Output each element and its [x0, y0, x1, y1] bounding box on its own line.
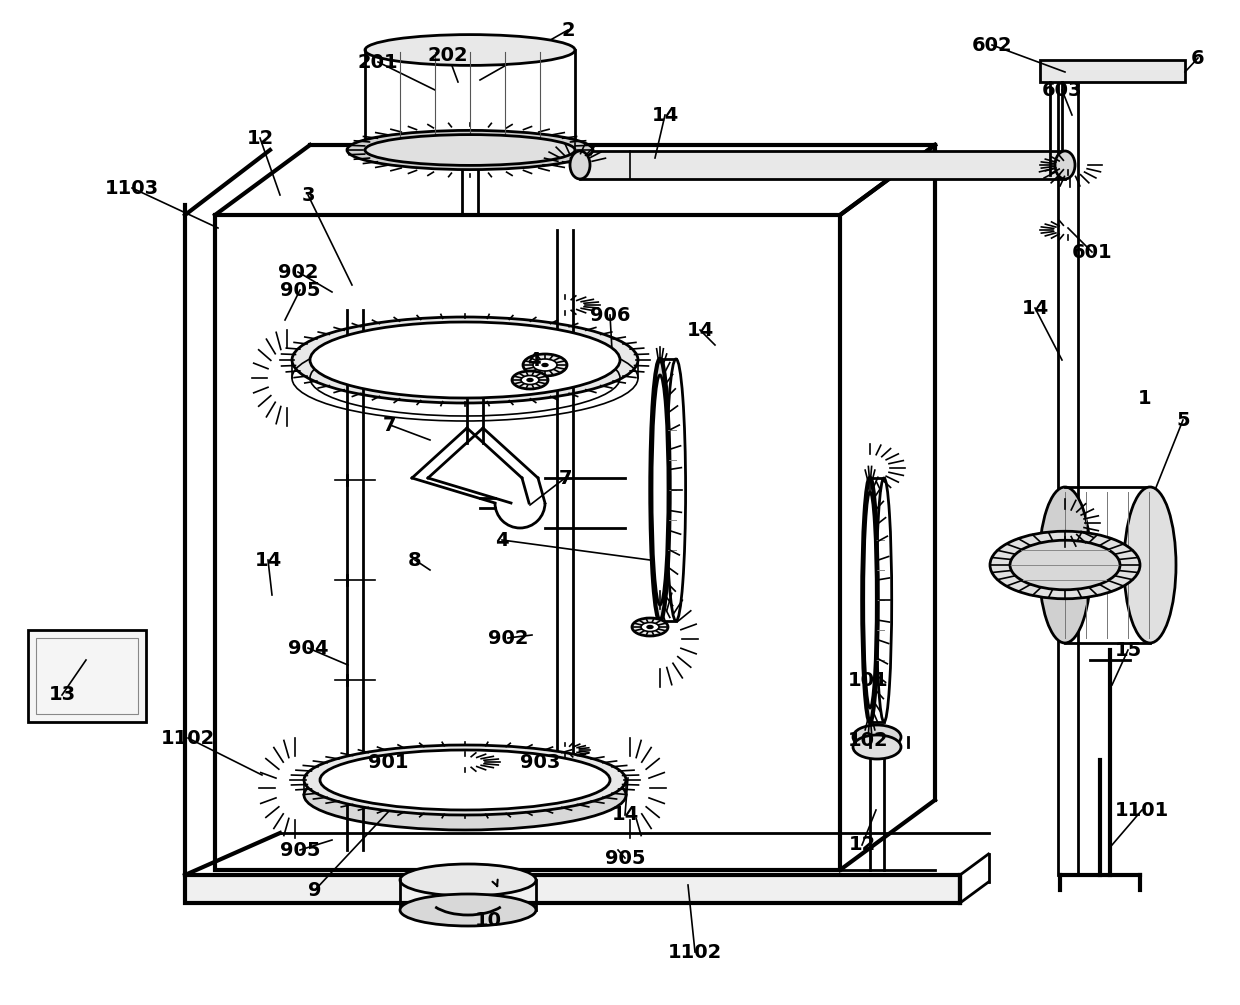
Text: 905: 905	[280, 280, 320, 299]
Ellipse shape	[542, 364, 548, 367]
Text: 14: 14	[254, 551, 281, 570]
Text: 906: 906	[590, 306, 630, 325]
Text: 903: 903	[520, 753, 560, 772]
Ellipse shape	[1039, 487, 1091, 643]
Ellipse shape	[304, 760, 626, 830]
Text: 4: 4	[495, 531, 508, 550]
Text: 14: 14	[687, 321, 714, 340]
Text: 603: 603	[1042, 80, 1083, 99]
Ellipse shape	[320, 750, 610, 810]
Text: 10: 10	[475, 911, 501, 930]
Text: 9: 9	[309, 880, 321, 899]
Text: 7: 7	[383, 415, 397, 434]
Text: 201: 201	[357, 52, 398, 71]
Ellipse shape	[365, 135, 575, 166]
Ellipse shape	[523, 354, 567, 376]
Ellipse shape	[527, 379, 533, 382]
Text: 905: 905	[605, 848, 645, 867]
Text: 12: 12	[247, 129, 274, 148]
Ellipse shape	[651, 359, 670, 621]
Text: 3: 3	[301, 186, 315, 204]
Ellipse shape	[853, 735, 901, 759]
Bar	[185, 875, 960, 903]
Bar	[215, 215, 839, 870]
Text: 14: 14	[651, 106, 678, 125]
Text: 14: 14	[611, 805, 639, 824]
Ellipse shape	[641, 622, 658, 631]
Ellipse shape	[1055, 151, 1075, 179]
Ellipse shape	[512, 371, 548, 389]
Text: 6: 6	[1192, 48, 1205, 67]
Text: 5: 5	[1177, 410, 1190, 429]
Ellipse shape	[310, 322, 620, 398]
Ellipse shape	[533, 359, 557, 371]
Ellipse shape	[401, 864, 536, 896]
Text: 12: 12	[848, 835, 875, 854]
Bar	[580, 151, 1065, 179]
Ellipse shape	[291, 317, 639, 403]
Ellipse shape	[862, 478, 878, 722]
Text: 1102: 1102	[668, 943, 722, 962]
Text: 901: 901	[368, 753, 408, 772]
Text: 902: 902	[487, 628, 528, 647]
Text: 602: 602	[972, 35, 1012, 54]
Ellipse shape	[632, 618, 668, 636]
Bar	[1040, 60, 1185, 82]
Ellipse shape	[1123, 487, 1176, 643]
Text: 15: 15	[1115, 640, 1142, 659]
Ellipse shape	[347, 131, 593, 170]
Text: 4: 4	[527, 351, 541, 370]
Text: 7: 7	[558, 468, 572, 487]
Text: 601: 601	[1071, 242, 1112, 261]
Ellipse shape	[304, 745, 626, 815]
Ellipse shape	[990, 532, 1140, 599]
Text: 101: 101	[848, 670, 888, 689]
Ellipse shape	[365, 34, 575, 65]
Text: 13: 13	[48, 685, 76, 705]
Text: 1: 1	[1138, 389, 1152, 407]
Ellipse shape	[521, 376, 539, 385]
Ellipse shape	[1011, 541, 1120, 590]
Text: 8: 8	[408, 551, 422, 570]
Ellipse shape	[401, 894, 536, 926]
Bar	[36, 638, 138, 714]
Text: 1101: 1101	[1115, 801, 1169, 819]
Ellipse shape	[853, 725, 901, 749]
Text: 2: 2	[562, 20, 575, 39]
Text: 1102: 1102	[161, 729, 215, 748]
Text: 102: 102	[848, 731, 888, 750]
Text: 202: 202	[428, 45, 469, 64]
Text: 904: 904	[288, 638, 329, 657]
Ellipse shape	[647, 625, 653, 628]
Text: 905: 905	[280, 840, 320, 859]
Text: 1103: 1103	[105, 179, 159, 198]
Ellipse shape	[570, 151, 590, 179]
Ellipse shape	[652, 375, 668, 605]
Text: 902: 902	[278, 262, 319, 281]
Ellipse shape	[864, 492, 877, 708]
Bar	[29, 630, 146, 722]
Text: 14: 14	[1022, 298, 1049, 318]
